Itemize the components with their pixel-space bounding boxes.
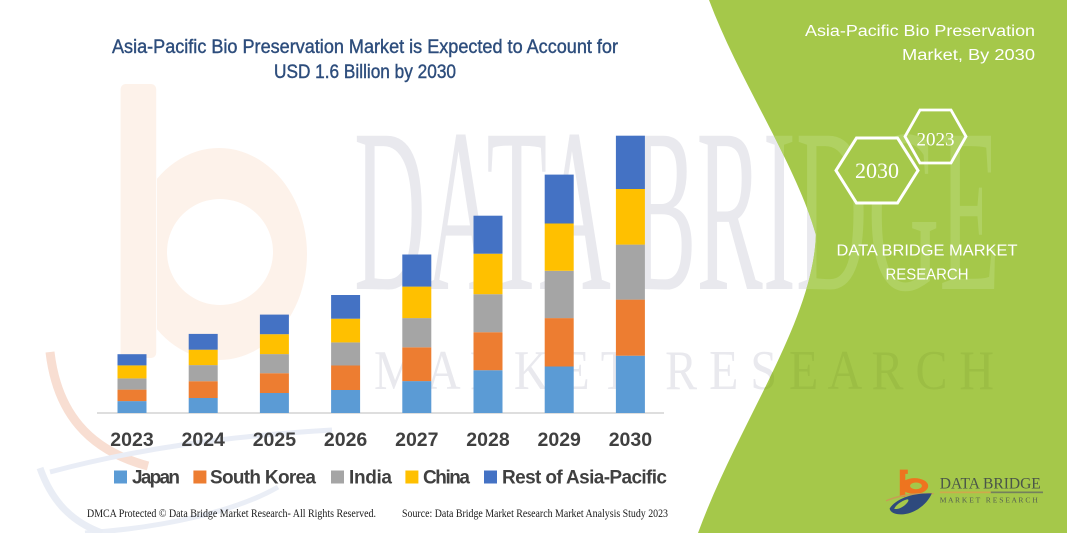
svg-text:2025: 2025 [253,429,297,451]
svg-text:Asia-Pacific Bio Preservation: Asia-Pacific Bio Preservation Market is … [112,37,619,58]
svg-text:DMCA Protected © Data Bridge M: DMCA Protected © Data Bridge Market Rese… [87,508,376,520]
svg-text:2030: 2030 [855,158,899,183]
svg-text:DATA BRIDGE: DATA BRIDGE [940,474,1041,493]
svg-text:2028: 2028 [466,429,510,451]
svg-text:2029: 2029 [538,429,582,451]
svg-text:South Korea: South Korea [210,468,316,489]
svg-text:M A R K E T R E S E A R C H: M A R K E T R E S E A R C H [940,496,1038,504]
svg-text:2023: 2023 [110,429,154,451]
svg-text:Asia-Pacific Bio Preservation: Asia-Pacific Bio Preservation [805,23,1035,40]
svg-text:Source: Data Bridge Market Res: Source: Data Bridge Market Research Mark… [402,508,668,520]
svg-text:Rest of Asia-Pacific: Rest of Asia-Pacific [502,468,667,489]
svg-text:India: India [349,468,392,489]
svg-text:2023: 2023 [917,130,955,151]
svg-text:2024: 2024 [182,429,226,451]
svg-text:Market, By 2030: Market, By 2030 [902,47,1035,64]
svg-text:USD 1.6 Billion by 2030: USD 1.6 Billion by 2030 [274,62,456,83]
svg-text:DATA BRIDGE MARKET: DATA BRIDGE MARKET [837,243,1019,260]
svg-text:China: China [423,468,470,489]
svg-text:2027: 2027 [395,429,438,451]
svg-text:RESEARCH: RESEARCH [886,267,969,284]
svg-text:2030: 2030 [609,429,653,451]
svg-text:Japan: Japan [132,468,180,489]
svg-text:2026: 2026 [324,429,368,451]
